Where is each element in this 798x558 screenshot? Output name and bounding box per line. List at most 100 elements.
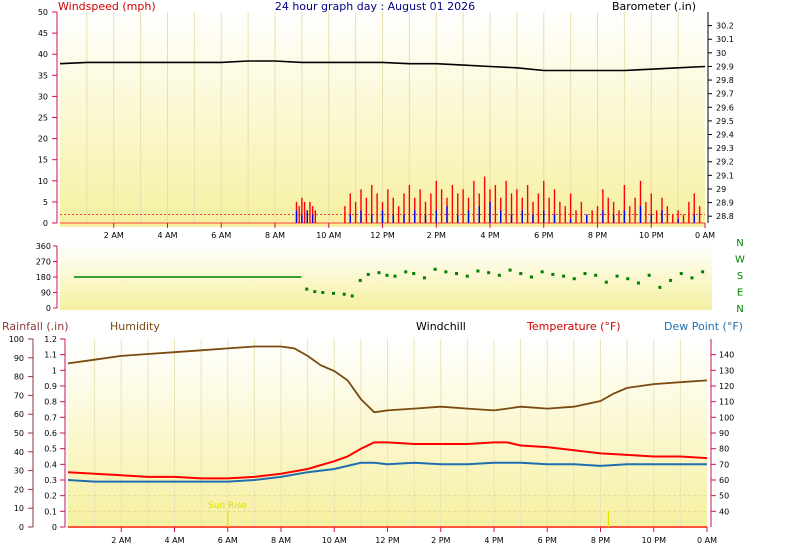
direction-point (465, 274, 469, 278)
temp-x-tick-label: 10 PM (642, 536, 667, 545)
direction-point (540, 270, 544, 274)
direction-point (562, 274, 566, 278)
direction-y-tick-label: 90 (41, 289, 51, 298)
wind-y-tick-label: 25 (38, 114, 48, 123)
direction-y-tick-label: 0 (46, 304, 51, 313)
direction-point (377, 271, 381, 275)
direction-point (305, 287, 309, 291)
direction-point (455, 272, 459, 276)
direction-point (594, 273, 598, 277)
rainfall-y-tick-label: 0.4 (44, 460, 57, 469)
temperature-y-tick-label: 80 (719, 445, 729, 454)
direction-point (690, 276, 694, 280)
direction-point (636, 281, 640, 285)
wind-y-tick-label: 10 (38, 177, 48, 186)
direction-point (487, 271, 491, 275)
temperature-y-tick-label: 90 (719, 429, 729, 438)
temperature-line (67, 441, 708, 480)
direction-point (529, 275, 533, 279)
direction-point (366, 272, 370, 276)
temp-x-tick-label: 8 PM (591, 536, 610, 545)
barometer-y-tick-label: 29.3 (716, 144, 734, 153)
direction-point (422, 276, 426, 280)
direction-point (647, 273, 651, 277)
direction-point (412, 272, 416, 276)
barometer-y-tick-label: 30.2 (716, 22, 734, 31)
barometer-y-tick-label: 29.1 (716, 171, 734, 180)
wind-x-tick-label: 10 AM (316, 231, 341, 240)
humidity-y-tick-label: 70 (14, 391, 24, 400)
wind-x-tick-label: 10 PM (639, 231, 664, 240)
temperature-y-tick-label: 70 (719, 460, 729, 469)
humidity-y-tick-label: 100 (9, 335, 24, 344)
direction-point (551, 272, 555, 276)
wind-x-tick-label: 8 AM (265, 231, 285, 240)
direction-point (626, 277, 630, 281)
temp-x-tick-label: 10 AM (322, 536, 347, 545)
direction-point (572, 277, 576, 281)
humidity-y-tick-label: 50 (14, 429, 24, 438)
legend-dewpoint: Dew Point (°F) (664, 320, 743, 333)
direction-point (679, 272, 683, 276)
wind-y-tick-label: 45 (38, 29, 48, 38)
wind-y-tick-label: 0 (43, 219, 48, 228)
temperature-y-tick-label: 130 (719, 366, 734, 375)
wind-x-tick-label: 2 PM (427, 231, 446, 240)
humidity-y-tick-label: 30 (14, 467, 24, 476)
direction-point (350, 294, 354, 298)
legend-rainfall: Rainfall (.in) (2, 320, 69, 333)
rainfall-y-tick-label: 1.2 (44, 335, 57, 344)
wind-x-tick-label: 2 AM (104, 231, 124, 240)
direction-point (385, 273, 389, 277)
rainfall-y-tick-label: 0.6 (44, 429, 57, 438)
wind-x-tick-label: 6 PM (534, 231, 553, 240)
compass-label: N (736, 238, 743, 249)
direction-y-tick-label: 360 (36, 242, 51, 251)
wind-y-tick-label: 30 (38, 92, 48, 101)
rainfall-y-tick-label: 0.8 (44, 398, 57, 407)
dewpoint-line (67, 461, 707, 483)
temperature-y-tick-label: 140 (719, 351, 734, 360)
wind-y-tick-label: 5 (43, 198, 48, 207)
rainfall-y-tick-label: 1 (52, 366, 57, 375)
graph-title: 24 hour graph day : August 01 2026 (275, 0, 475, 13)
temp-x-tick-label: 2 PM (431, 536, 450, 545)
labels-layer: 0510152025303540455028.828.92929.129.229… (9, 8, 745, 545)
humidity-y-tick-label: 80 (14, 373, 24, 382)
direction-y-tick-label: 180 (36, 273, 51, 282)
direction-point (313, 290, 317, 294)
direction-point (342, 292, 346, 296)
barometer-y-tick-label: 28.9 (716, 199, 734, 208)
humidity-y-tick-label: 40 (14, 448, 24, 457)
left-axis-title: Windspeed (mph) (58, 0, 156, 13)
compass-label: N (736, 304, 743, 315)
wind-x-tick-label: 0 AM (695, 231, 715, 240)
compass-label: S (737, 271, 743, 282)
rainfall-y-tick-label: 0.9 (44, 382, 57, 391)
direction-point (669, 278, 673, 282)
wind-x-tick-label: 12 PM (370, 231, 395, 240)
direction-point (393, 274, 397, 278)
rainfall-y-tick-label: 0.2 (44, 492, 57, 501)
direction-point (519, 272, 523, 276)
direction-point (476, 269, 480, 273)
direction-y-tick-label: 270 (36, 258, 51, 267)
wind-x-tick-label: 8 PM (588, 231, 607, 240)
humidity-line (67, 345, 708, 414)
barometer-y-tick-label: 28.8 (716, 212, 734, 221)
direction-point (358, 278, 362, 282)
direction-point (404, 270, 408, 274)
barometer-y-tick-label: 29 (716, 185, 726, 194)
wind-y-tick-label: 40 (38, 50, 48, 59)
barometer-y-tick-label: 29.2 (716, 158, 734, 167)
barometer-y-tick-label: 29.4 (716, 131, 734, 140)
humidity-y-tick-label: 10 (14, 504, 24, 513)
direction-point (604, 280, 608, 284)
humidity-y-tick-label: 20 (14, 485, 24, 494)
barometer-y-tick-label: 30.1 (716, 35, 734, 44)
temperature-y-tick-label: 100 (719, 413, 734, 422)
rainfall-y-tick-label: 0.1 (44, 507, 57, 516)
direction-point (583, 272, 587, 276)
direction-point (497, 273, 501, 277)
